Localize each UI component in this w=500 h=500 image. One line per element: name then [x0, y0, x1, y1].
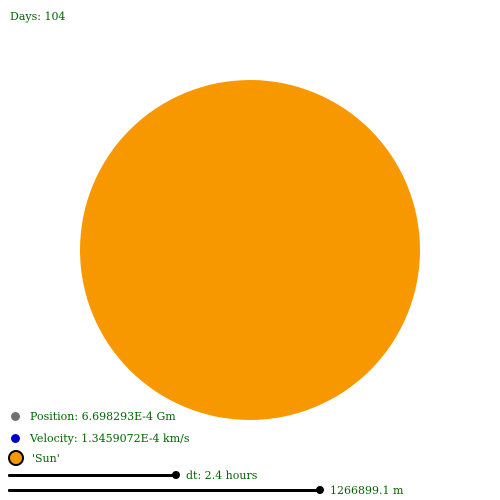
body-name: 'Sun' [32, 451, 60, 465]
dt-value-label: dt: 2.4 hours [186, 468, 258, 482]
scale-value-label: 1266899.1 m [330, 483, 404, 497]
legend-position: Position: 6.698293E-4 Gm [8, 408, 176, 424]
legend-velocity: Velocity: 1.3459072E-4 km/s [8, 430, 189, 446]
days-counter: Days: 104 [10, 10, 66, 23]
dt-slider[interactable]: dt: 2.4 hours [8, 468, 258, 482]
scale-slider-handle[interactable] [316, 486, 324, 494]
scale-slider-track[interactable] [8, 488, 319, 492]
dt-slider-track[interactable] [8, 473, 175, 477]
scale-slider[interactable]: 1266899.1 m [8, 483, 404, 497]
position-readout: Position: 6.698293E-4 Gm [30, 409, 176, 423]
sun-body[interactable] [80, 80, 420, 420]
velocity-readout: Velocity: 1.3459072E-4 km/s [30, 431, 190, 445]
legend-body[interactable]: 'Sun' [8, 450, 60, 466]
dt-slider-handle[interactable] [172, 471, 180, 479]
velocity-dot-icon [11, 433, 20, 443]
position-dot-icon [11, 411, 20, 421]
sun-swatch-icon[interactable] [8, 450, 24, 466]
